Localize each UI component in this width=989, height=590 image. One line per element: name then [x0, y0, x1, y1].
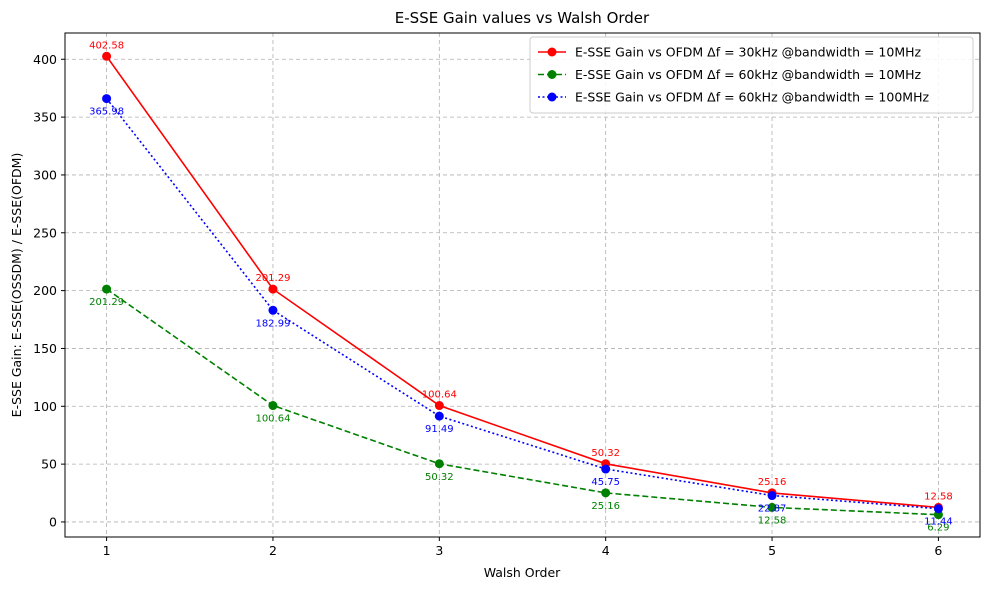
series-2-data-label: 25.16 [591, 501, 620, 512]
series-1-point [434, 401, 444, 411]
series-1-data-label: 12.58 [924, 491, 953, 502]
series-2-data-label: 6.29 [927, 523, 949, 534]
x-tick-label: 3 [435, 543, 443, 558]
series-line-3 [105, 98, 939, 510]
series-3-data-label: 22.87 [758, 504, 787, 515]
y-tick-label: 300 [33, 167, 57, 182]
y-tick-label: 150 [33, 341, 57, 356]
x-tick-label: 4 [602, 543, 610, 558]
x-axis-label: Walsh Order [484, 565, 561, 580]
series-1-point [268, 284, 278, 294]
series-2-point [434, 459, 444, 469]
legend-box [529, 36, 974, 114]
series-1-data-label: 201.29 [255, 273, 290, 284]
y-tick-label: 0 [49, 514, 57, 529]
series-1-point [102, 51, 112, 61]
series-line-1 [105, 55, 939, 509]
y-tick-label: 100 [33, 399, 57, 414]
legend-entry-2: E-SSE Gain vs OFDM Δf = 60kHz @bandwidth… [575, 67, 922, 82]
y-tick-label: 250 [33, 225, 57, 240]
series-3-data-label: 365.98 [89, 107, 124, 118]
series-3-point [102, 94, 112, 104]
series-3-data-label: 45.75 [591, 477, 620, 488]
x-axis-ticks: 1 2 3 4 5 6 [103, 537, 942, 558]
series-points [102, 51, 943, 520]
x-tick-label: 2 [269, 543, 277, 558]
legend-entry-3: E-SSE Gain vs OFDM Δf = 60kHz @bandwidth… [575, 90, 929, 105]
y-tick-label: 350 [33, 110, 57, 125]
series-3-point [434, 411, 444, 421]
series-2-data-label: 201.29 [89, 297, 124, 308]
legend: E-SSE Gain vs OFDM Δf = 30kHz @bandwidth… [529, 36, 974, 114]
series-1-data-label: 100.64 [422, 390, 457, 401]
data-labels: 402.58 201.29 100.64 50.32 25.16 12.58 201.29 1… [89, 40, 953, 533]
x-tick-label: 5 [768, 543, 776, 558]
x-tick-label: 1 [103, 543, 111, 558]
series-3-data-label: 182.99 [255, 318, 290, 329]
legend-marker-1 [547, 47, 557, 57]
series-3-point [933, 504, 943, 514]
legend-entry-1: E-SSE Gain vs OFDM Δf = 30kHz @bandwidth… [575, 45, 922, 60]
y-tick-label: 200 [33, 283, 57, 298]
series-2-point [601, 488, 611, 498]
y-axis-ticks: 0 50 100 150 200 250 300 350 400 [33, 52, 65, 529]
series-3-point [601, 464, 611, 474]
series-2-data-label: 50.32 [425, 472, 454, 483]
legend-marker-3 [547, 92, 557, 102]
series-3-point [268, 305, 278, 315]
y-axis-label: E-SSE Gain: E-SSE(OSSDM) / E-SSE(OFDM) [9, 153, 24, 418]
series-2-point [102, 284, 112, 294]
series-1-data-label: 50.32 [591, 448, 620, 459]
grid [65, 33, 980, 537]
series-2-data-label: 100.64 [255, 414, 290, 425]
chart-title: E-SSE Gain values vs Walsh Order [395, 9, 650, 27]
x-tick-label: 6 [934, 543, 942, 558]
series-3-point [767, 491, 777, 501]
plot-frame [64, 32, 981, 538]
y-tick-label: 400 [33, 52, 57, 67]
series-2-point [268, 401, 278, 411]
y-tick-label: 50 [41, 457, 57, 472]
legend-marker-2 [547, 70, 557, 79]
series-3-data-label: 91.49 [425, 424, 454, 435]
series-lines [105, 55, 939, 516]
series-line-2 [106, 288, 939, 516]
series-2-data-label: 12.58 [758, 515, 787, 526]
series-2-point [767, 502, 777, 512]
series-1-data-label: 25.16 [758, 477, 787, 488]
series-1-data-label: 402.58 [89, 40, 124, 51]
series-3-data-label: 11.44 [924, 517, 953, 528]
